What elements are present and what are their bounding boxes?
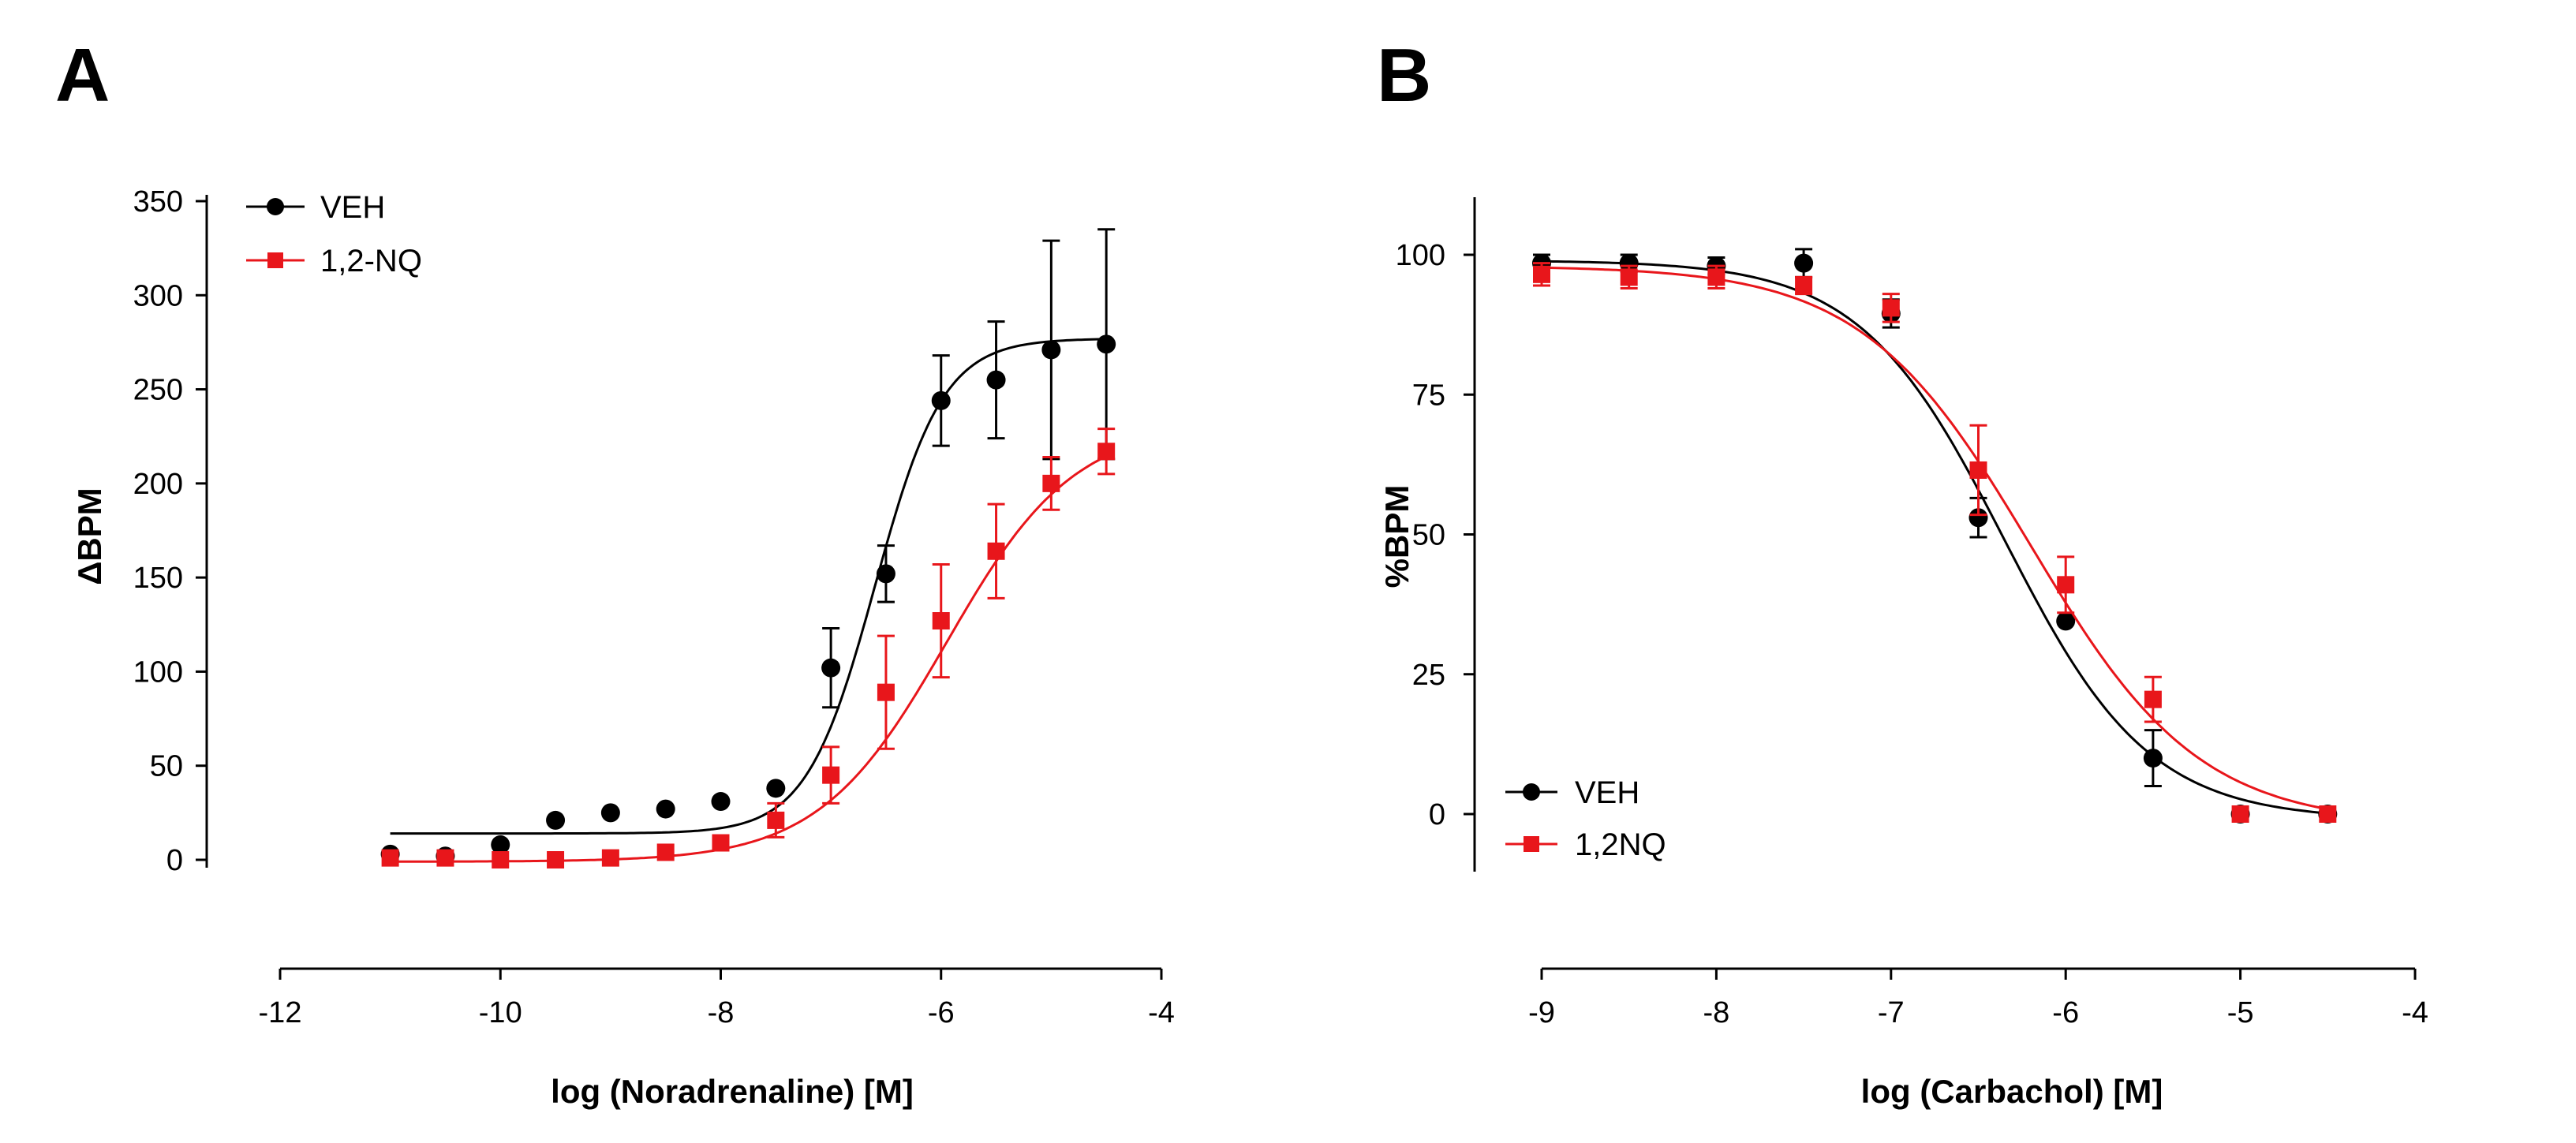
panel-a-1-2-nq-point bbox=[547, 851, 565, 868]
panel-b-x-tick-label: -7 bbox=[1878, 996, 1905, 1029]
panel-b-x-tick-label: -6 bbox=[2052, 996, 2079, 1029]
panel-b-x-tick-label: -8 bbox=[1703, 996, 1730, 1029]
panel-a-veh-point bbox=[1041, 340, 1061, 360]
legend-a-nq-marker bbox=[267, 252, 283, 268]
panel-a-1-2-nq-point bbox=[822, 766, 840, 784]
panel-a-1-2-nq-point bbox=[656, 843, 675, 861]
panel-b-1-2nq-point bbox=[1882, 299, 1900, 317]
panel-b-x-axis-label: log (Carbachol) [M] bbox=[1861, 1073, 2163, 1110]
panel-a-veh-point bbox=[931, 390, 951, 410]
panel-a-1-2-nq-point bbox=[932, 612, 950, 630]
legend-b-veh-label: VEH bbox=[1575, 775, 1639, 810]
panel-a-y-tick-label: 100 bbox=[133, 656, 183, 689]
panel-b-1-2nq-point bbox=[2231, 805, 2249, 823]
panel-a-y-tick-label: 150 bbox=[133, 562, 183, 595]
panel-a-y-tick-label: 250 bbox=[133, 374, 183, 407]
panel-b-1-2nq-point bbox=[2144, 690, 2162, 708]
panel-b-y-axis-label: %BPM bbox=[1378, 485, 1415, 588]
panel-a-x-tick-label: -4 bbox=[1148, 996, 1175, 1029]
panel-a-y-tick-label: 0 bbox=[166, 844, 183, 877]
panel-b-1-2nq-point bbox=[1707, 268, 1725, 286]
panel-b-1-2nq-point bbox=[1969, 461, 1987, 479]
panel-b-1-2nq-point bbox=[2057, 576, 2075, 594]
panel-b-y-tick-label: 25 bbox=[1412, 659, 1445, 692]
legend-b-veh-marker bbox=[1523, 783, 1540, 801]
panel-a: A 0 50 100 150 200 250 300 350 -12 -10 -8 -6 -4 log … bbox=[55, 33, 1175, 1110]
panel-a-plot: 0 50 100 150 200 250 300 350 -12 -10 -8 -6 -4 bbox=[133, 185, 1175, 1029]
panel-b-veh-point bbox=[1794, 253, 1814, 273]
panel-a-x-tick-label: -10 bbox=[479, 996, 522, 1029]
panel-a-1-2-nq-point bbox=[492, 851, 510, 868]
panel-a-veh-point bbox=[1097, 334, 1116, 354]
panel-a-1-2-nq-point bbox=[601, 849, 619, 867]
panel-b-veh-fit-curve bbox=[1542, 260, 2328, 815]
panel-b-veh-point bbox=[2056, 611, 2076, 631]
panel-a-y-tick-label: 300 bbox=[133, 279, 183, 312]
panel-a-1-2-nq-point bbox=[987, 542, 1005, 560]
panel-b-letter: B bbox=[1377, 33, 1431, 118]
panel-a-veh-fit-curve bbox=[390, 338, 1107, 835]
panel-b-x-tick-label: -9 bbox=[1528, 996, 1555, 1029]
panel-a-1-2-nq-point bbox=[1042, 474, 1060, 492]
panel-a-1-2-nq-point bbox=[436, 849, 454, 867]
panel-a-x-tick-label: -12 bbox=[259, 996, 302, 1029]
panel-a-veh-point bbox=[491, 835, 510, 854]
panel-a-1-2-nq-fit-curve bbox=[390, 455, 1107, 863]
panel-a-y-tick-label: 200 bbox=[133, 468, 183, 501]
panel-a-veh-point bbox=[821, 658, 841, 678]
panel-b-1-2nq-point bbox=[1620, 268, 1638, 286]
panel-b-1-2nq-point bbox=[1795, 276, 1813, 294]
panel-a-1-2-nq-point bbox=[877, 683, 895, 701]
panel-b: B 0 25 50 75 100 -9 -8 -7 -6 -5 -4 log (Carbachol)… bbox=[1377, 33, 2428, 1110]
panel-b-1-2nq-fit-curve bbox=[1541, 266, 2328, 811]
panel-b-plot: 0 25 50 75 100 -9 -8 -7 -6 -5 -4 bbox=[1396, 197, 2428, 1029]
panel-a-x-tick-label: -6 bbox=[928, 996, 955, 1029]
panel-a-y-axis-label: ΔBPM bbox=[71, 487, 108, 585]
panel-a-legend: VEH 1,2-NQ bbox=[246, 190, 422, 278]
panel-a-veh-point bbox=[711, 792, 731, 812]
panel-a-veh-point bbox=[656, 799, 675, 819]
panel-b-veh-point bbox=[1968, 508, 1988, 528]
panel-a-veh-point bbox=[546, 810, 566, 830]
panel-b-veh-point bbox=[2143, 749, 2163, 768]
panel-a-x-axis-label: log (Noradrenaline) [M] bbox=[551, 1073, 914, 1110]
panel-a-1-2-nq-point bbox=[381, 849, 399, 867]
legend-b-nq-marker bbox=[1524, 836, 1539, 852]
panel-b-y-tick-label: 50 bbox=[1412, 519, 1445, 552]
legend-a-veh-marker bbox=[267, 198, 284, 215]
panel-b-1-2nq-point bbox=[2319, 805, 2337, 823]
panel-a-x-tick-label: -8 bbox=[708, 996, 735, 1029]
legend-a-nq-label: 1,2-NQ bbox=[320, 244, 422, 278]
panel-a-1-2-nq-point bbox=[767, 811, 785, 829]
panel-a-veh-point bbox=[876, 564, 895, 584]
panel-b-x-tick-label: -4 bbox=[2402, 996, 2428, 1029]
panel-b-y-tick-label: 0 bbox=[1429, 798, 1445, 831]
panel-a-1-2-nq-point bbox=[1097, 443, 1116, 461]
panel-b-y-tick-label: 75 bbox=[1412, 379, 1445, 412]
panel-b-veh-point bbox=[1619, 253, 1639, 273]
panel-a-letter: A bbox=[55, 33, 110, 118]
panel-a-1-2-nq-point bbox=[712, 834, 730, 852]
panel-a-veh-point bbox=[600, 803, 620, 823]
panel-a-veh-point bbox=[986, 370, 1006, 390]
panel-b-y-tick-label: 100 bbox=[1396, 239, 1445, 272]
panel-a-veh-point bbox=[766, 779, 786, 798]
panel-b-legend: VEH 1,2NQ bbox=[1505, 775, 1666, 862]
panel-b-x-tick-label: -5 bbox=[2227, 996, 2254, 1029]
legend-a-veh-label: VEH bbox=[320, 190, 385, 225]
legend-b-nq-label: 1,2NQ bbox=[1575, 827, 1666, 862]
panel-a-y-tick-label: 50 bbox=[150, 750, 183, 783]
panel-b-1-2nq-point bbox=[1533, 265, 1550, 283]
panel-a-y-tick-label: 350 bbox=[133, 185, 183, 219]
